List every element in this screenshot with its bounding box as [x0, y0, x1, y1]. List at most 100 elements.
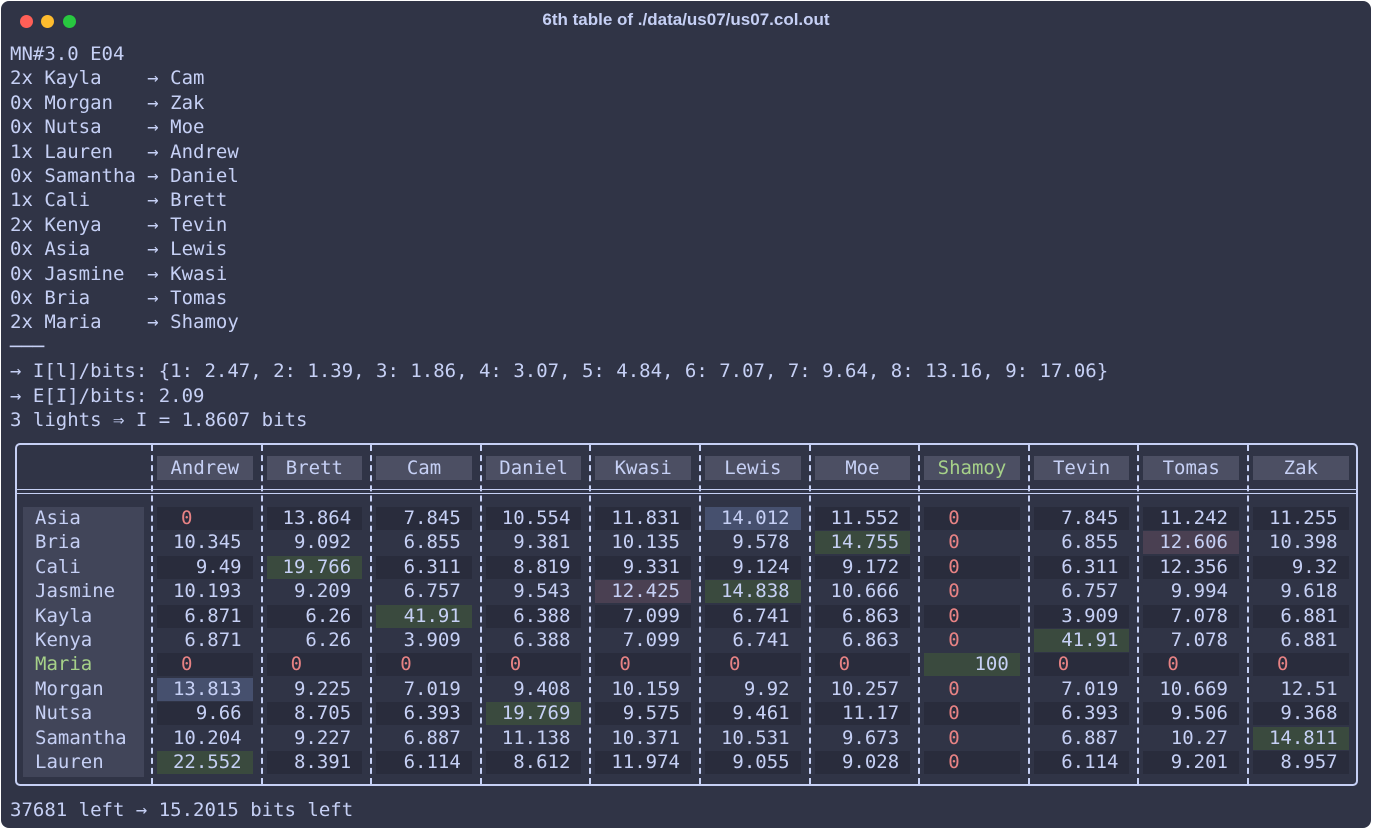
table-cell: 3.909 [1033, 604, 1130, 628]
table-cell: 9.49 [157, 555, 253, 579]
row-name: Kenya [35, 629, 93, 651]
table-cell: 0 [266, 653, 363, 677]
row-name: Kayla [35, 604, 93, 627]
table-cell: 9.092 [293, 531, 352, 554]
table-cell: 19.769 [485, 702, 582, 726]
column-header: Lewis [705, 456, 801, 480]
table-cell: 6.863 [841, 629, 900, 651]
column-header: Brett [266, 456, 363, 480]
row-name: Lauren [35, 751, 104, 773]
table-cell: 0 [924, 751, 1020, 774]
column-separator [1027, 445, 1030, 784]
column-header: Daniel [485, 456, 582, 480]
table-cell: 6.114 [376, 751, 472, 774]
table-cell: 8.391 [266, 751, 363, 774]
table-cell: 9.381 [513, 531, 571, 554]
table-cell: 7.099 [622, 629, 680, 651]
table-cell: 6.388 [513, 629, 571, 651]
table-cell: 9.32 [1253, 555, 1349, 579]
table-cell: 6.855 [1061, 531, 1119, 554]
table-cell: 7.078 [1143, 604, 1239, 628]
zoom-button[interactable] [63, 15, 76, 28]
table-cell: 9.124 [705, 555, 801, 579]
table-cell: 0 [948, 629, 960, 651]
table-cell: 0 [485, 653, 582, 677]
table-cell: 11.974 [595, 751, 691, 774]
window-title: 6th table of ./data/us07/us07.col.out [542, 10, 830, 29]
table-cell: 6.757 [1061, 580, 1119, 603]
table-cell: 9.994 [1170, 580, 1228, 603]
table-cell: 6.881 [1253, 604, 1349, 628]
table-cell: 41.91 [1033, 629, 1130, 652]
table-cell: 6.741 [732, 629, 790, 651]
table-cell: 7.019 [403, 677, 461, 700]
table-cell: 6.26 [305, 629, 352, 651]
table-cell: 0 [814, 653, 911, 677]
table-cell: 9.225 [293, 677, 352, 700]
text-line: 0x Jasmine → Kwasi [10, 262, 228, 285]
table-cell: 10.531 [720, 726, 790, 749]
header-rule [17, 489, 1356, 494]
table-cell: 10.345 [172, 531, 242, 554]
table-cell: 9.506 [1143, 702, 1239, 726]
table-cell: 11.255 [1253, 507, 1349, 530]
column-header: Shamoy [924, 456, 1020, 480]
column-separator [151, 445, 153, 784]
table-cell: 11.242 [1143, 507, 1239, 530]
text-line: MN#3.0 E04 [10, 43, 125, 65]
table-cell: 9.92 [743, 677, 790, 700]
column-separator [589, 445, 592, 784]
text-line: 2x Kayla → Cam [10, 67, 205, 90]
table-cell: 9.227 [293, 726, 352, 749]
table-cell: 0 [376, 653, 472, 677]
column-header: Andrew [157, 456, 253, 480]
table-cell: 10.135 [611, 531, 680, 554]
column-separator [1137, 445, 1140, 784]
table-cell: 0 [924, 507, 1020, 530]
table-cell: 9.408 [513, 677, 571, 700]
table-cell: 0 [924, 555, 1020, 579]
table-cell: 14.755 [814, 531, 911, 555]
table-cell: 14.811 [1253, 726, 1349, 750]
table-cell: 8.957 [1253, 751, 1349, 774]
table-cell: 0 [948, 580, 960, 603]
text-line: 0x Morgan → Zak [10, 91, 205, 114]
table-cell: 12.51 [1280, 677, 1338, 700]
table-cell: 6.863 [814, 604, 911, 628]
text-line: 0x Samantha → Daniel [10, 165, 239, 187]
text-line: → I[l]/bits: {1: 2.47, 2: 1.39, 3: 1.86,… [10, 360, 1109, 383]
minimize-button[interactable] [41, 15, 54, 28]
table-cell: 9.543 [513, 580, 571, 603]
table-cell: 9.055 [705, 751, 801, 774]
table-cell: 13.864 [266, 507, 363, 530]
table-cell: 22.552 [157, 751, 253, 774]
table-cell: 8.612 [485, 751, 582, 774]
table-cell: 9.209 [293, 580, 352, 603]
table-cell: 9.66 [157, 702, 253, 726]
close-button[interactable] [20, 15, 33, 28]
table-cell: 8.705 [266, 702, 363, 726]
table-cell: 100 [924, 653, 1020, 677]
column-header: Kwasi [595, 456, 691, 480]
table-cell: 9.461 [705, 702, 801, 726]
table-cell: 10.669 [1159, 677, 1228, 700]
row-name: Maria [35, 653, 93, 676]
table-cell: 10.398 [1268, 531, 1338, 554]
table-cell: 6.311 [376, 555, 472, 579]
table-cell: 10.204 [172, 726, 242, 749]
table-cell: 0 [1143, 653, 1239, 677]
table-cell: 0 [948, 531, 960, 554]
table-cell: 9.368 [1253, 702, 1349, 726]
table-cell: 19.766 [266, 555, 363, 579]
table-cell: 41.91 [376, 604, 472, 628]
row-name: Morgan [35, 677, 104, 700]
table-cell: 8.819 [485, 555, 582, 579]
table-cell: 6.388 [485, 604, 582, 628]
table-cell: 12.606 [1143, 531, 1239, 555]
table-cell: 0 [157, 507, 253, 530]
table-cell: 0 [924, 702, 1020, 726]
text-line: 1x Lauren → Andrew [10, 140, 239, 163]
table-cell: 6.855 [403, 531, 461, 554]
table-cell: 9.618 [1280, 580, 1338, 603]
